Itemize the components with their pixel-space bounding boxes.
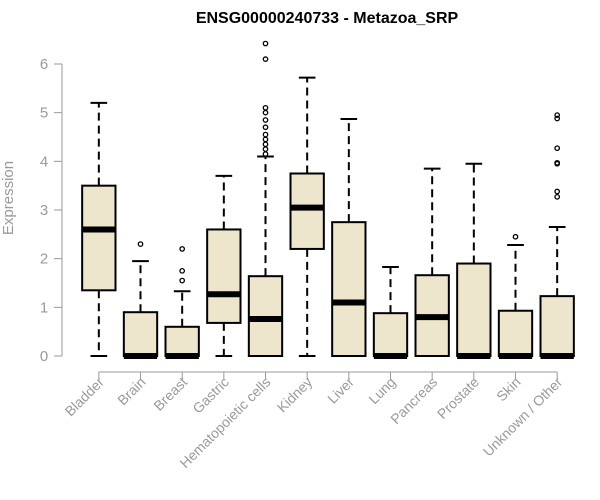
outlier-point: [262, 124, 269, 131]
y-tick-label: 4: [40, 153, 48, 170]
box-group: [497, 233, 534, 359]
iqr-box: [289, 172, 325, 250]
y-axis-label: Expression: [0, 161, 17, 235]
x-tick-label: Prostate: [434, 374, 482, 422]
y-tick-label: 3: [40, 202, 48, 219]
iqr-box: [164, 325, 200, 357]
iqr-box: [456, 262, 492, 357]
outlier-point: [137, 241, 144, 247]
chart-title: ENSG00000240733 - Metazoa_SRP: [196, 10, 459, 27]
outlier-point: [262, 146, 269, 153]
outlier-point: [262, 109, 269, 116]
outlier-point: [262, 40, 269, 47]
outlier-point: [554, 159, 561, 166]
box-group: [331, 117, 367, 357]
x-tick-label: Breast: [150, 374, 190, 414]
iqr-box: [497, 309, 534, 357]
outlier-point: [554, 188, 561, 195]
outlier-point: [554, 115, 561, 122]
y-tick-label: 5: [40, 105, 48, 122]
iqr-box: [372, 312, 409, 358]
outlier-point: [554, 112, 561, 118]
boxes: [81, 40, 575, 359]
box-group: [372, 265, 409, 359]
iqr-box: [539, 295, 575, 358]
x-tick-label: Brain: [114, 374, 148, 408]
y-tick-label: 2: [40, 251, 48, 268]
outlier-point: [262, 56, 269, 62]
box-group: [164, 246, 200, 359]
box-group: [247, 40, 284, 358]
iqr-box: [122, 311, 159, 358]
outlier-point: [179, 267, 186, 274]
outlier-point: [554, 194, 561, 200]
outlier-point: [179, 277, 186, 284]
box-group: [539, 112, 575, 359]
x-tick-label: Kidney: [274, 374, 316, 416]
box-group: [289, 76, 325, 357]
outlier-point: [262, 141, 269, 148]
iqr-box: [331, 221, 367, 357]
outlier-point: [262, 117, 269, 123]
box-group: [414, 167, 450, 358]
x-tick-label: Liver: [324, 374, 357, 407]
box-group: [206, 174, 242, 357]
axes: 0 1 2 3 4 5 6: [40, 56, 558, 380]
outlier-point: [262, 136, 269, 143]
iqr-box: [206, 228, 242, 324]
outlier-point: [554, 145, 561, 152]
x-tick-label: Bladder: [62, 374, 108, 420]
y-tick-label: 1: [40, 299, 48, 316]
y-tick-label: 6: [40, 56, 48, 73]
box-group: [456, 162, 492, 359]
outlier-point: [512, 233, 519, 240]
box-group: [122, 241, 159, 359]
y-tick-label: 0: [40, 348, 48, 365]
x-tick-label: Unknown / Other: [480, 374, 566, 460]
outlier-point: [179, 246, 186, 252]
iqr-box: [81, 184, 117, 292]
x-tick-label: Skin: [493, 374, 524, 405]
outlier-point: [262, 131, 269, 138]
x-tick-label: Lung: [365, 374, 398, 407]
outlier-point: [262, 104, 269, 111]
box-group: [81, 101, 117, 357]
